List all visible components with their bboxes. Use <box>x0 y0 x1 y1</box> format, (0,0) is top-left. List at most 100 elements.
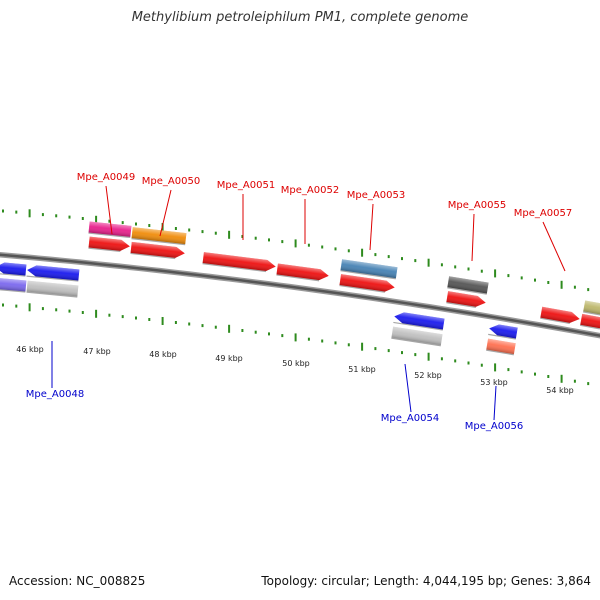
backbone-core <box>0 253 600 337</box>
backbone-line <box>0 251 600 339</box>
gene-a0056-arrow <box>488 324 518 340</box>
gene-a0047-arrow <box>0 262 27 277</box>
gene-a0048-arrow <box>26 265 80 282</box>
gene-a0051-arrow-shadow <box>202 263 267 273</box>
gene-a0050-arrow-shadow <box>130 252 176 260</box>
gene-a0049-arrow <box>88 236 130 253</box>
genome-backbone <box>0 251 600 339</box>
gene-a0053-arrow <box>339 274 395 293</box>
scale-label: 47 kbp <box>83 347 111 356</box>
gene-a0052-arrow-shading <box>276 263 329 281</box>
scale-label: 52 kbp <box>414 371 442 380</box>
gene-a0053-arrow-shading <box>339 274 395 292</box>
scale-labels: 46 kbp 47 kbp 48 kbp 49 kbp 50 kbp 51 kbp 52 k… <box>16 345 574 395</box>
scale-label: 54 kbp <box>546 386 574 395</box>
gene-a0057-arrow-shading <box>540 306 580 323</box>
category-box <box>26 280 79 298</box>
leader-mpe_a0053 <box>369 203 374 251</box>
leader-mpe_a0054 <box>404 363 412 413</box>
category-box <box>583 300 600 318</box>
gene-a0056-arrow-shadow <box>488 333 516 340</box>
category-box-shadow <box>88 232 131 239</box>
gene-a0051-arrow-shading <box>202 252 276 271</box>
category-box <box>391 326 443 347</box>
gene-a0047-arrow-shadow <box>0 272 26 277</box>
gene-a0054-arrow-shading <box>394 312 445 330</box>
gene-label-mpe_a0053: Mpe_A0053 <box>347 190 405 201</box>
gene-a0053-arrow-shadow <box>339 284 386 293</box>
scale-label: 51 kbp <box>348 365 376 374</box>
inner-scale-ticks <box>2 303 590 386</box>
scale-label: 49 kbp <box>215 354 243 363</box>
accession-text: Accession: NC_008825 <box>9 574 146 588</box>
gene-a0054-arrow <box>393 312 445 331</box>
category-box <box>131 227 187 246</box>
category-box-shadow <box>0 288 26 293</box>
category-box-shading <box>131 227 187 245</box>
category-box-shadow <box>340 270 396 280</box>
gene-label-mpe_a0052: Mpe_A0052 <box>281 185 339 196</box>
category-box-shadow <box>583 311 600 318</box>
gene-label-mpe_a0054: Mpe_A0054 <box>381 413 439 424</box>
category-box-shading <box>583 300 600 316</box>
leader-mpe_a0049 <box>105 185 113 235</box>
category-box <box>0 277 27 293</box>
gene-a0055-arrow-shading <box>446 291 486 307</box>
gene-a0048-arrow-shadow <box>26 275 79 282</box>
gene-a0058-arrow-shading <box>580 313 600 329</box>
gene-a0058-arrow-shadow <box>580 324 600 330</box>
gene-label-mpe_a0055: Mpe_A0055 <box>448 200 506 211</box>
category-box-shadow <box>486 349 514 356</box>
gene-a0056-arrow-shading <box>489 324 518 339</box>
gene-label-mpe_a0050: Mpe_A0050 <box>142 176 200 187</box>
gene-a0048-arrow-shading <box>27 265 80 281</box>
category-box-shadow <box>447 287 487 295</box>
genome-title: Methylibium petroleiphilum PM1, complete… <box>131 10 469 25</box>
gene-label-leaders <box>51 185 566 421</box>
leader-mpe_a0050 <box>159 189 172 237</box>
category-box-shading <box>0 277 27 292</box>
gene-a0051-arrow <box>202 252 276 273</box>
gene-a0052-arrow-shadow <box>276 274 320 282</box>
gene-a0049-arrow-shadow <box>88 247 121 253</box>
gene-a0055-arrow-shadow <box>446 302 476 308</box>
category-box <box>447 276 489 295</box>
category-box-shading <box>88 221 132 237</box>
gene-a0050-arrow <box>130 241 185 260</box>
gene-label-mpe_a0049: Mpe_A0049 <box>77 172 135 183</box>
category-box <box>486 338 516 356</box>
gene-a0054-arrow-shadow <box>393 321 443 331</box>
category-box-shading <box>26 280 79 297</box>
category-box-shading <box>447 276 489 294</box>
category-box-shadow <box>131 238 186 246</box>
gene-label-mpe_a0048: Mpe_A0048 <box>26 389 84 400</box>
scale-label: 50 kbp <box>282 359 310 368</box>
gene-a0058-arrow <box>580 313 600 330</box>
scale-label: 53 kbp <box>480 378 508 387</box>
gene-a0047-arrow-shading <box>0 262 27 276</box>
genome-summary-text: Topology: circular; Length: 4,044,195 bp… <box>261 574 591 588</box>
gene-a0055-arrow <box>446 291 486 308</box>
category-box-shading <box>486 338 516 355</box>
gene-features <box>0 221 600 356</box>
category-box <box>340 259 398 280</box>
gene-labels: Mpe_A0048 Mpe_A0049 Mpe_A0050 Mpe_A0051 Mpe_… <box>26 172 572 432</box>
gene-a0057-arrow-shadow <box>540 317 570 325</box>
leader-mpe_a0055 <box>471 213 475 262</box>
gene-label-mpe_a0051: Mpe_A0051 <box>217 180 275 191</box>
scale-label: 46 kbp <box>16 345 44 354</box>
category-box-shading <box>391 326 443 346</box>
gene-label-mpe_a0056: Mpe_A0056 <box>465 421 523 432</box>
scale-label: 48 kbp <box>149 350 177 359</box>
category-box-shadow <box>26 291 78 298</box>
category-box-shading <box>340 259 398 279</box>
gene-label-mpe_a0057: Mpe_A0057 <box>514 208 572 219</box>
category-box-shadow <box>391 337 441 347</box>
category-box <box>88 221 132 239</box>
leader-mpe_a0056 <box>493 385 497 421</box>
leader-mpe_a0057 <box>542 221 566 272</box>
gene-a0050-arrow-shading <box>130 241 185 258</box>
gene-a0057-arrow <box>540 306 580 325</box>
gene-a0052-arrow <box>276 263 329 282</box>
